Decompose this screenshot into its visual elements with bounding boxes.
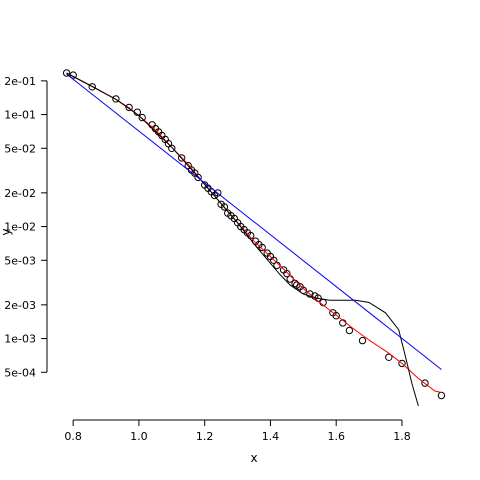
data-point (332, 312, 340, 320)
x-tick-label: 1.4 (262, 430, 280, 443)
data-point (358, 336, 367, 345)
data-point (214, 189, 222, 197)
data-point (398, 359, 406, 368)
data-point (220, 203, 229, 211)
data-point (306, 290, 314, 298)
y-tick-label: 5e-03 (4, 254, 36, 267)
x-tick-label: 1.8 (393, 430, 411, 443)
y-ticks: 2e-01 1e-01 5e-02 2e-02 1e-02 5e-03 2e-03 1e-03… (4, 75, 47, 379)
data-point (385, 353, 393, 361)
y-axis-title: y (0, 228, 13, 235)
series-line-2 (66, 72, 419, 406)
data-point (283, 269, 291, 278)
data-point (168, 144, 176, 153)
data-point (194, 173, 202, 182)
plot-clip-area (62, 69, 446, 406)
data-point (112, 95, 120, 103)
data-point (88, 83, 96, 91)
y-tick-label: 1e-03 (4, 333, 36, 346)
x-tick-label: 1.2 (196, 430, 214, 443)
x-ticks: 0.8 1.0 1.2 1.4 1.6 1.8 (64, 420, 411, 443)
y-tick-label: 5e-02 (4, 142, 36, 155)
data-point (125, 103, 133, 112)
x-axis-title: x (250, 451, 257, 465)
y-tick-label: 1e-01 (4, 109, 36, 122)
data-point (258, 243, 266, 252)
series-line-3 (66, 73, 442, 370)
data-point (270, 256, 278, 264)
x-tick-label: 0.8 (64, 430, 82, 443)
y-tick-label: 2e-01 (4, 75, 36, 88)
data-point (62, 69, 71, 77)
data-point (345, 326, 354, 335)
y-tick-label: 5e-04 (4, 366, 36, 379)
data-point (421, 379, 429, 387)
x-tick-label: 1.0 (130, 430, 148, 443)
y-tick-label: 2e-02 (4, 187, 36, 200)
data-point (138, 113, 146, 122)
y-tick-label: 2e-03 (4, 299, 36, 312)
x-tick-label: 1.6 (327, 430, 345, 443)
data-point (178, 154, 186, 162)
series-line-1 (66, 72, 442, 393)
y-tick-label: 1e-02 (4, 221, 36, 234)
data-point (437, 391, 446, 400)
